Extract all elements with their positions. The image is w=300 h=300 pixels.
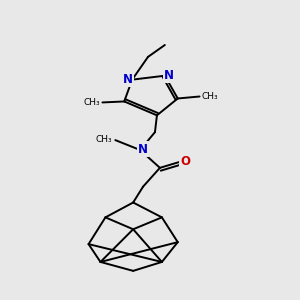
Text: N: N (138, 142, 148, 155)
Text: O: O (181, 155, 191, 168)
Text: CH₃: CH₃ (84, 98, 100, 107)
Text: CH₃: CH₃ (96, 135, 112, 144)
Text: N: N (164, 69, 174, 82)
Text: N: N (123, 73, 133, 86)
Text: CH₃: CH₃ (202, 92, 218, 101)
